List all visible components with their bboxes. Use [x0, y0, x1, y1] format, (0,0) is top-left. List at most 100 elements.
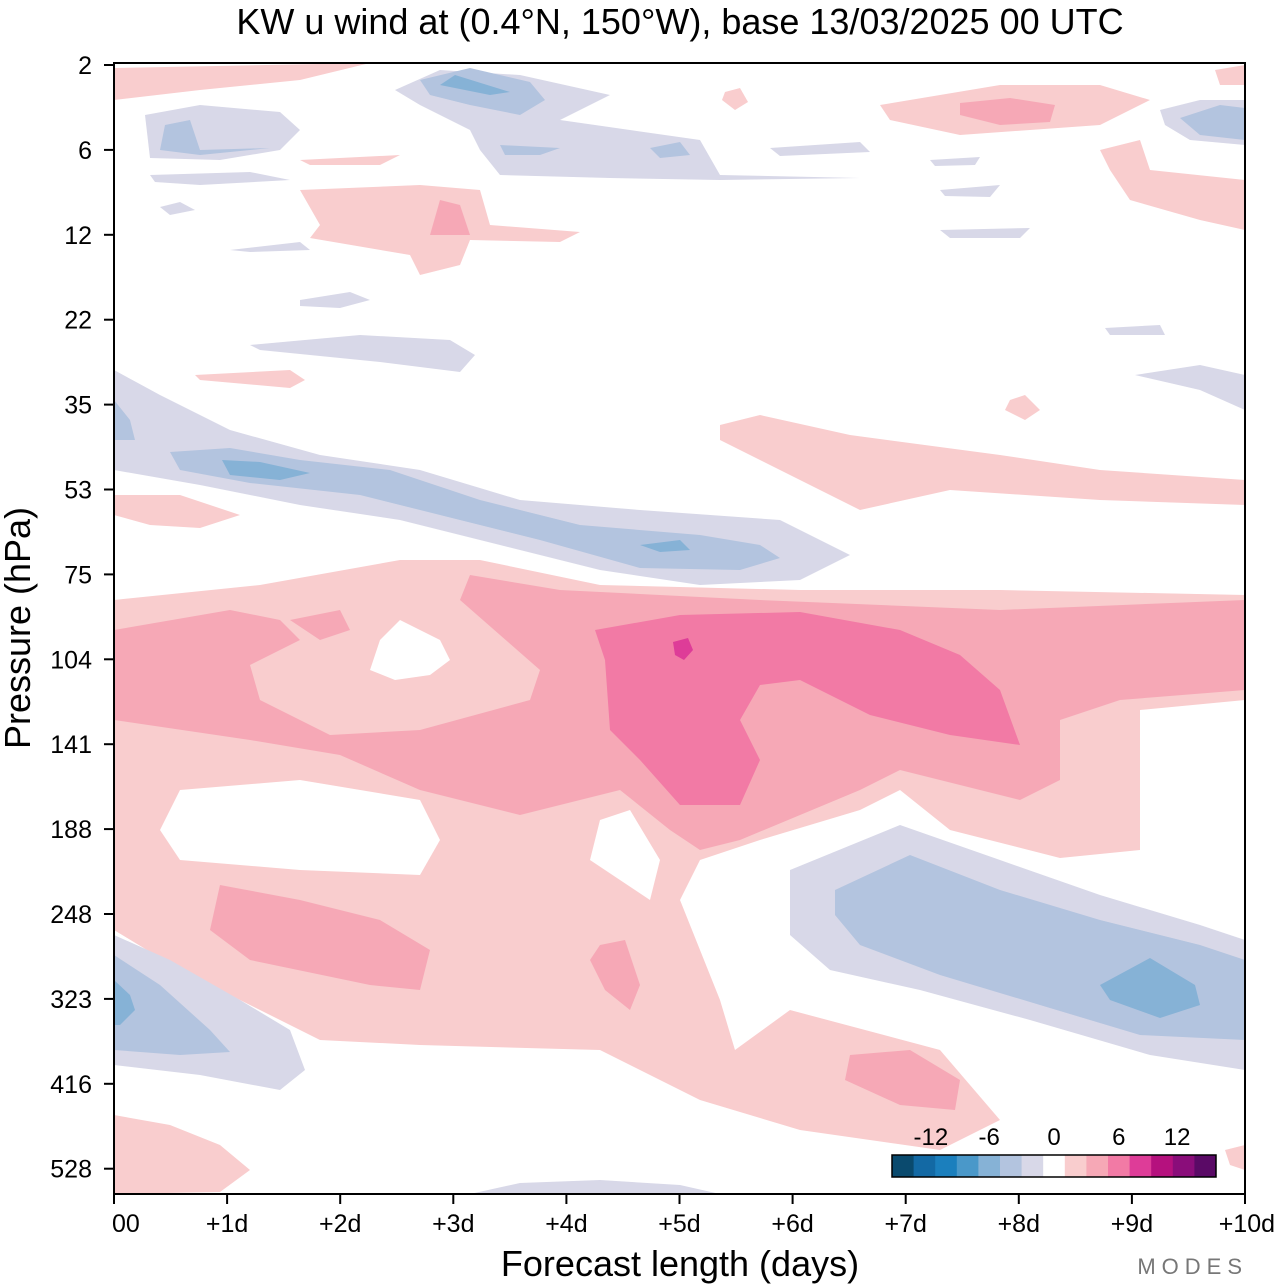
contour-neg-4 — [1180, 105, 1245, 140]
y-tick-label: 22 — [64, 307, 92, 335]
x-tick-label: +9d — [1111, 1210, 1153, 1238]
x-tick-label: +6d — [771, 1210, 813, 1238]
contour-pos-4 — [290, 610, 350, 640]
contour-pos-4 — [210, 885, 430, 990]
x-tick-label: +3d — [432, 1210, 474, 1238]
contour-pos-2 — [720, 415, 1245, 510]
x-axis: 00 +1d +2d +3d +4d +5d +6d +7d +8d +9d +10d — [112, 1194, 1275, 1238]
contour-pos-2 — [1100, 140, 1245, 230]
y-tick-label: 2 — [78, 52, 92, 80]
contour-zero-hole — [370, 620, 450, 680]
contour-neg-6 — [114, 980, 135, 1025]
contour-neg-6 — [1100, 958, 1200, 1018]
contour-neg-2 — [940, 228, 1030, 238]
colorbar-tick-label: -6 — [979, 1124, 1000, 1151]
colorbar-tick-label: -12 — [914, 1124, 949, 1151]
colorbar-swatch — [1021, 1155, 1044, 1177]
colorbar-tick-label: 6 — [1112, 1124, 1125, 1151]
contour-pos-8 — [673, 638, 693, 660]
contour-pos-4 — [845, 1050, 960, 1110]
y-tick-label: 6 — [78, 137, 92, 165]
contour-neg-4 — [170, 448, 780, 570]
x-tick-label: +7d — [884, 1210, 926, 1238]
contour-pos-2 — [1005, 395, 1040, 420]
contour-pos-4 — [590, 940, 640, 1010]
colorbar-swatch — [913, 1155, 936, 1177]
contour-neg-2 — [160, 202, 195, 215]
x-tick-label: +8d — [998, 1210, 1040, 1238]
y-tick-label: 75 — [64, 561, 92, 589]
x-axis-label: Forecast length (days) — [501, 1243, 859, 1284]
contour-pos-4 — [960, 98, 1055, 125]
x-tick-label: +1d — [206, 1210, 248, 1238]
y-tick-label: 528 — [50, 1156, 92, 1184]
y-tick-label: 188 — [50, 816, 92, 844]
plot-area — [113, 62, 1246, 1195]
colorbar-swatch — [1064, 1155, 1087, 1177]
contour-neg-2 — [230, 242, 310, 252]
x-tick-label: 00 — [112, 1210, 140, 1238]
y-tick-label: 35 — [64, 392, 92, 420]
y-tick-label: 53 — [64, 477, 92, 505]
x-tick-label: +4d — [545, 1210, 587, 1238]
contour-neg-2 — [1135, 365, 1245, 410]
colorbar-frame — [891, 1154, 1217, 1178]
contour-neg-2 — [114, 370, 850, 585]
contour-zero-hole — [160, 780, 440, 875]
x-tick-label: +2d — [319, 1210, 361, 1238]
contour-pos-2 — [114, 63, 370, 100]
contour-pos-4 — [430, 200, 470, 235]
colorbar-swatch — [1108, 1155, 1131, 1177]
colorbar-swatch — [1172, 1155, 1195, 1177]
contour-neg-6 — [440, 75, 510, 95]
colorbar-swatch — [1194, 1155, 1217, 1177]
colorbar-swatch — [1043, 1155, 1066, 1177]
contour-pos-2 — [1225, 1145, 1245, 1170]
contour-neg-4 — [160, 120, 270, 155]
y-tick-label: 12 — [64, 222, 92, 250]
contour-neg-2 — [250, 335, 475, 372]
y-axis: 2 6 12 22 35 53 75 104 141 188 248 323 416 528 — [50, 52, 114, 1184]
modes-logo: MODES — [1137, 1254, 1248, 1279]
y-tick-label: 416 — [50, 1071, 92, 1099]
x-tick-label: +5d — [658, 1210, 700, 1238]
contour-neg-2 — [300, 292, 370, 308]
contour-neg-4 — [650, 142, 690, 158]
contour-neg-6 — [640, 540, 690, 552]
contour-pos-2 — [114, 495, 240, 528]
contour-pos-6 — [595, 612, 1020, 805]
colorbar-swatch — [1086, 1155, 1109, 1177]
x-tick-label: +10d — [1219, 1210, 1275, 1238]
contour-pos-2 — [722, 88, 748, 110]
y-tick-label: 104 — [50, 646, 92, 674]
contour-pos-2 — [300, 155, 400, 165]
colorbar-swatch — [935, 1155, 958, 1177]
colorbar-swatch — [1000, 1155, 1023, 1177]
contour-neg-4 — [114, 955, 230, 1055]
contour-neg-2 — [150, 172, 290, 185]
contour-neg-2 — [770, 142, 870, 156]
contour-neg-4 — [500, 145, 560, 155]
y-axis-label: Pressure (hPa) — [0, 507, 38, 749]
colorbar-legend: -12 -6 0 6 12 — [891, 1124, 1217, 1178]
contour-pos-2 — [114, 1115, 250, 1194]
colorbar-swatch — [978, 1155, 1001, 1177]
colorbar-swatch — [1151, 1155, 1174, 1177]
chart-title: KW u wind at (0.4°N, 150°W), base 13/03/… — [236, 1, 1123, 42]
colorbar-tick-label: 0 — [1047, 1124, 1060, 1151]
contour-zero-hole — [590, 810, 660, 900]
contour-neg-6 — [222, 460, 310, 480]
y-tick-label: 141 — [50, 731, 92, 759]
contour-neg-2 — [930, 157, 980, 166]
y-tick-label: 248 — [50, 901, 92, 929]
contour-pos-2 — [195, 370, 305, 388]
colorbar-swatch — [892, 1155, 915, 1177]
colorbar-swatch — [956, 1155, 979, 1177]
y-tick-label: 323 — [50, 986, 92, 1014]
contour-neg-4 — [114, 400, 135, 440]
contour-neg-2 — [470, 1180, 720, 1194]
colorbar-tick-label: 12 — [1164, 1124, 1191, 1151]
contour-neg-2 — [1105, 325, 1165, 335]
contour-neg-2 — [940, 185, 1000, 197]
